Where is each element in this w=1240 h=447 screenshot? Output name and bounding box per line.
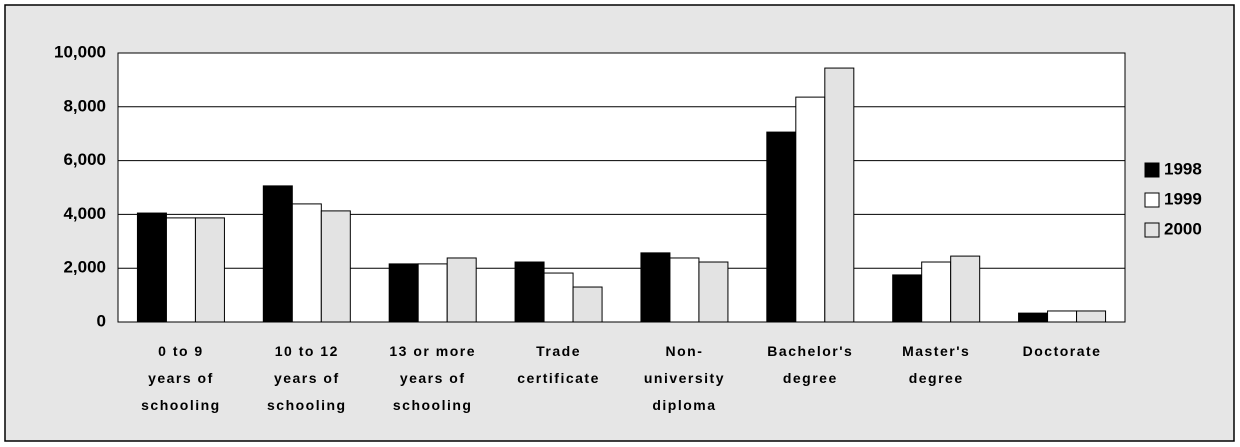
bar bbox=[921, 261, 952, 323]
y-tick-label: 8,000 bbox=[63, 96, 106, 115]
bar bbox=[320, 210, 351, 323]
bar bbox=[388, 263, 419, 323]
bar bbox=[417, 263, 448, 323]
x-tick-label: Bachelor's degree bbox=[767, 343, 853, 386]
bar bbox=[1018, 312, 1049, 323]
y-tick-label: 4,000 bbox=[63, 204, 106, 223]
y-tick-label: 0 bbox=[97, 311, 106, 330]
bar bbox=[165, 217, 196, 323]
x-tick-label: 0 to 9 years of schooling bbox=[141, 343, 221, 413]
legend-swatch bbox=[1144, 192, 1160, 208]
x-tick-label: 13 or more years of schooling bbox=[389, 343, 476, 413]
legend-label: 2000 bbox=[1164, 219, 1202, 238]
legend-swatch bbox=[1144, 222, 1160, 238]
bar bbox=[766, 131, 797, 323]
bar bbox=[194, 217, 225, 323]
y-tick-label: 2,000 bbox=[63, 258, 106, 277]
bar bbox=[262, 185, 293, 323]
y-tick-label: 6,000 bbox=[63, 150, 106, 169]
bar bbox=[795, 96, 826, 323]
x-tick-label: 10 to 12 years of schooling bbox=[267, 343, 347, 413]
legend-label: 1999 bbox=[1164, 189, 1202, 208]
x-tick-label: Doctorate bbox=[1023, 343, 1102, 359]
bar bbox=[514, 261, 545, 323]
bar bbox=[669, 257, 700, 323]
bar bbox=[1047, 310, 1078, 323]
bar bbox=[640, 252, 671, 323]
bar bbox=[572, 286, 603, 323]
bar bbox=[824, 67, 855, 323]
legend-swatch bbox=[1144, 162, 1160, 178]
bar bbox=[446, 257, 477, 323]
bar bbox=[698, 261, 729, 323]
x-tick-label: Non-university diploma bbox=[644, 343, 725, 413]
bar bbox=[543, 272, 574, 323]
bar bbox=[892, 274, 923, 323]
x-tick-label: Master's degree bbox=[902, 343, 970, 386]
legend-label: 1998 bbox=[1164, 159, 1202, 178]
y-tick-label: 10,000 bbox=[54, 42, 106, 61]
bar bbox=[136, 212, 167, 323]
bar bbox=[1076, 310, 1107, 323]
x-tick-label: Trade certificate bbox=[517, 343, 600, 386]
bar bbox=[291, 203, 322, 323]
bar bbox=[950, 255, 981, 323]
